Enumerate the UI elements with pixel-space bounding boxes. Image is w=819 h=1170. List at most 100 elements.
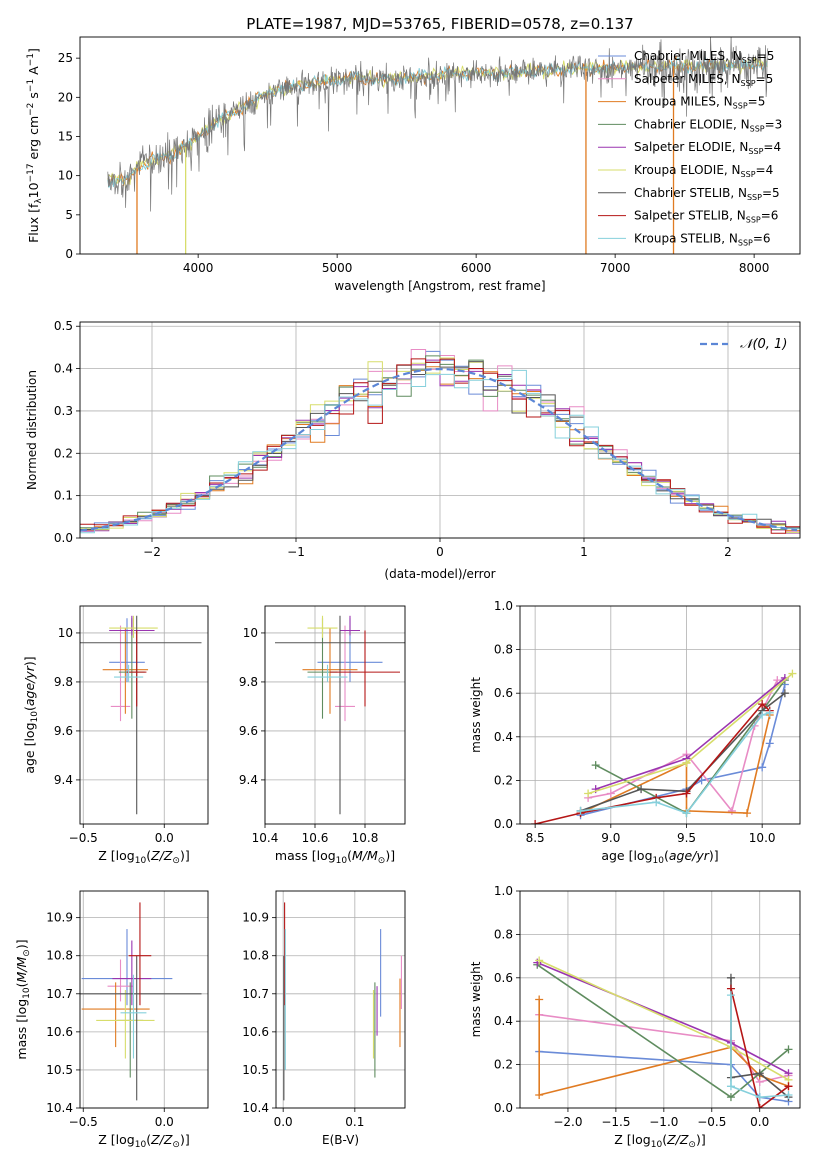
label-part: ⊙	[22, 949, 32, 957]
axes-spectrum: 4000 5000 6000 7000 8000 0 5 10 15 20 25 wavelength…	[26, 36, 801, 293]
label-part: ⊙	[688, 1140, 696, 1150]
y-tick-label: 0.0	[494, 1101, 513, 1115]
axes-frame	[519, 890, 801, 1109]
label-part: ⊙	[172, 1140, 180, 1150]
x-tick-label: −0.5	[69, 831, 98, 845]
label-part: age [log	[22, 722, 37, 773]
x-tick-label: 0.0	[155, 1115, 174, 1129]
weight-series-8	[730, 995, 789, 1099]
x-tick-label: −1	[287, 545, 305, 559]
weight-marker	[652, 798, 661, 807]
y-tick-label: 9.6	[239, 724, 258, 738]
x-axis-label: (data-model)/error	[384, 567, 495, 581]
legend-sub: SSP	[733, 102, 748, 111]
y-tick-label: 0.1	[54, 489, 73, 503]
weight-marker	[682, 809, 691, 818]
label-part: Z/Z	[150, 1132, 173, 1147]
frame: −2.0 −1.5 −1.0 −0.5 0.0 0.0 0.2 0.4 0.6 0.8 1.0 Z […	[469, 884, 801, 1150]
weight-marker	[773, 676, 782, 685]
x-tick-label: 10.4	[252, 831, 279, 845]
legend-label: Salpeter STELIB, NSSP=6	[634, 209, 778, 225]
y-tick-label: 0.2	[494, 773, 513, 787]
label-part: age [log	[601, 848, 652, 863]
y-tick-label: 20	[58, 90, 73, 104]
x-tick-label: 10.8	[352, 831, 379, 845]
weight-marker	[784, 1090, 793, 1099]
plot-area	[80, 349, 800, 534]
label-part: Z/Z	[150, 848, 173, 863]
legend-label: 𝒩(0, 1)	[740, 337, 787, 352]
weight-marker	[584, 789, 593, 798]
weight-marker	[637, 785, 646, 794]
label-part: )]	[180, 848, 190, 863]
x-tick-label: 7000	[600, 261, 631, 275]
label-part: (	[22, 706, 37, 711]
weight-marker	[784, 1082, 793, 1091]
x-tick-label: 1	[580, 545, 588, 559]
plot-area	[275, 615, 405, 815]
legend-n: =3	[765, 117, 783, 131]
y-axis-label: age [log10(age/yr)]	[22, 656, 40, 773]
label-part: λ	[34, 198, 44, 204]
y-tick-label: 10.5	[46, 1063, 73, 1077]
label-part: M/M	[352, 848, 378, 863]
plot-area	[107, 37, 769, 254]
weight-marker	[780, 689, 789, 698]
y-tick-label: 10.5	[242, 1063, 269, 1077]
x-tick-label: 10.0	[749, 831, 776, 845]
y-tick-label: 10.8	[46, 949, 73, 963]
axes-frame	[79, 36, 801, 255]
y-tick-label: 1.0	[494, 884, 513, 898]
plot-area	[531, 669, 797, 824]
legend-name: Salpeter MILES, N	[634, 72, 741, 86]
y-tick-label: 1.0	[494, 599, 513, 613]
weight-marker	[697, 776, 706, 785]
label-part: )]	[696, 1132, 706, 1147]
axes-frame	[519, 605, 801, 825]
x-tick-label: 9.0	[601, 831, 620, 845]
y-tick-label: 10.4	[242, 1101, 269, 1115]
legend-label: Chabrier STELIB, NSSP=5	[634, 186, 780, 202]
axes-frame	[79, 605, 209, 825]
x-tick-label: 0.0	[750, 1115, 769, 1129]
x-axis-label: age [log10(age/yr)]	[601, 848, 718, 866]
label-part: M/M	[14, 956, 29, 982]
x-tick-label: 5000	[322, 261, 353, 275]
legend-label: Salpeter ELODIE, NSSP=4	[634, 140, 781, 156]
label-part: ⊙	[172, 856, 180, 866]
y-tick-label: 10.7	[242, 987, 269, 1001]
x-tick-label: −0.5	[69, 1115, 98, 1129]
weight-marker	[755, 1093, 764, 1102]
y-tick-label: 0.2	[494, 1058, 513, 1072]
legend-n: =6	[753, 231, 771, 245]
axes-mass_vs_Z: −0.5 0.010.410.510.610.710.810.9Z [log10(…	[14, 890, 209, 1150]
legend-label: Salpeter MILES, NSSP=5	[634, 72, 773, 88]
residual-histogram-7	[80, 358, 800, 534]
frame: 0.0 0.1 10.4 10.5 10.6 10.7 10.8 10.9 E(B-V)	[242, 890, 406, 1147]
legend-sub: SSP	[741, 79, 756, 88]
y-tick-label: 0.8	[494, 643, 513, 657]
weight-marker	[743, 809, 752, 818]
x-tick-label: −1.0	[649, 1115, 678, 1129]
label-part: )]	[709, 848, 719, 863]
label-part: ]	[26, 48, 41, 53]
y-tick-label: 10.9	[242, 911, 269, 925]
y-tick-label: 10.9	[46, 911, 73, 925]
axes-mass_vs_EBV: 0.0 0.1 10.4 10.5 10.6 10.7 10.8 10.9 E(B-V)	[242, 890, 406, 1147]
label-part: ⊙	[378, 856, 386, 866]
legend-n: =5	[748, 95, 766, 109]
weight-marker	[726, 973, 735, 982]
label-part: Z [log	[98, 1132, 134, 1147]
axes-frame	[79, 890, 209, 1109]
x-tick-label: 0.0	[274, 1115, 293, 1129]
x-tick-label: 8000	[739, 261, 770, 275]
weight-marker	[531, 820, 540, 824]
x-tick-label: −2.0	[553, 1115, 582, 1129]
y-tick-label: 5	[65, 208, 73, 222]
weight-series-7	[534, 702, 771, 824]
plot-area	[80, 902, 202, 1101]
label-part: age/yr	[22, 665, 37, 706]
model-spectrum-8	[107, 55, 768, 189]
